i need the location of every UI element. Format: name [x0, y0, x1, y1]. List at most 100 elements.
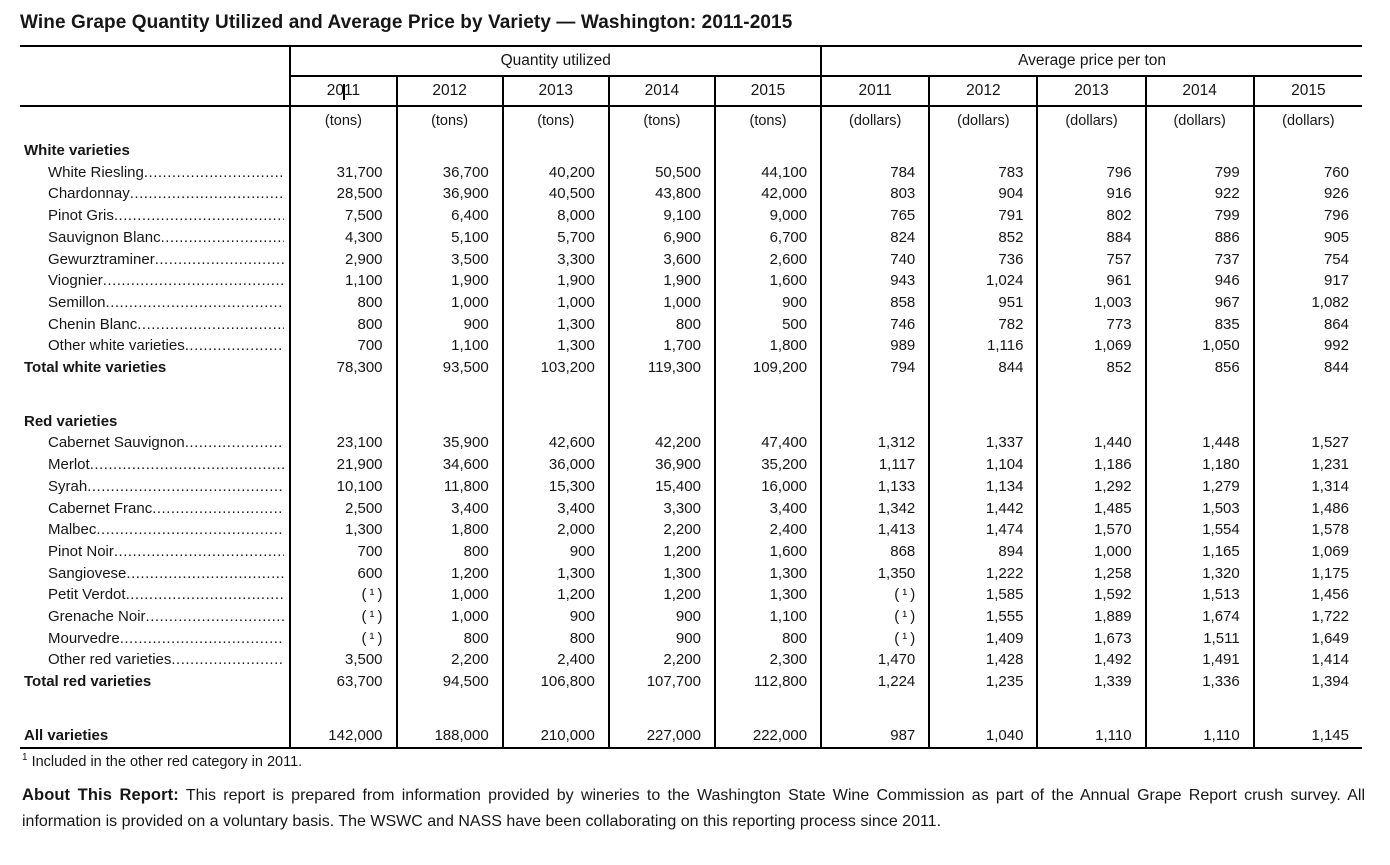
price-cell: 1,485 — [1036, 497, 1146, 520]
quantity-cell: 1,300 — [607, 562, 715, 585]
year-header-p2013: 2013 — [1036, 76, 1146, 107]
quantity-cell: 3,500 — [289, 649, 397, 672]
quantity-cell — [607, 410, 715, 433]
price-cell — [820, 692, 930, 725]
quantity-cell: 112,800 — [713, 671, 822, 693]
variety-row: Chardonnay..............................… — [20, 183, 1362, 206]
row-label: Pinot Noir..............................… — [20, 541, 290, 563]
quantity-cell: 4,300 — [289, 226, 397, 249]
quantity-cell: 1,900 — [395, 270, 503, 292]
quantity-cell: 900 — [607, 627, 715, 650]
quantity-cell: 40,200 — [501, 161, 609, 184]
price-cell: 1,413 — [820, 519, 930, 541]
quantity-cell: ( ¹ ) — [289, 627, 397, 650]
price-cell: 943 — [820, 270, 930, 292]
price-cell: 1,649 — [1252, 627, 1362, 650]
row-label: Viognier................................… — [20, 270, 290, 292]
price-cell: 946 — [1144, 270, 1254, 292]
quantity-cell: 600 — [289, 562, 397, 585]
quantity-cell — [607, 140, 715, 162]
price-cell: 1,674 — [1144, 606, 1254, 628]
leader-dots: ........................................… — [96, 521, 284, 539]
price-cell — [928, 140, 1038, 162]
unit-header-dollars: (dollars) — [1036, 106, 1146, 140]
quantity-cell: 800 — [501, 627, 609, 650]
leader-dots: ........................................… — [129, 185, 285, 203]
grand-row: All varieties 142,000 188,000 210,000 227,00… — [20, 724, 1362, 748]
leader-dots: ........................................… — [113, 542, 285, 560]
unit-header-tons: (tons) — [607, 106, 715, 140]
quantity-cell — [289, 692, 397, 725]
quantity-cell: 800 — [713, 627, 822, 650]
leader-dots: ........................................… — [184, 434, 285, 452]
price-cell: 1,394 — [1252, 671, 1362, 693]
year-header-q2012: 2012 — [395, 76, 503, 107]
price-cell: 1,722 — [1252, 606, 1362, 628]
leader-dots: ........................................… — [126, 564, 284, 582]
row-label: Semillon................................… — [20, 292, 290, 314]
quantity-cell: 35,900 — [395, 432, 503, 455]
price-cell — [1252, 410, 1362, 433]
variety-row: Gewurztraminer..........................… — [20, 248, 1362, 271]
unit-header-dollars: (dollars) — [1144, 106, 1254, 140]
price-cell: 835 — [1144, 313, 1254, 336]
variety-row: Malbec..................................… — [20, 519, 1362, 541]
unit-header-tons: (tons) — [289, 106, 397, 140]
price-cell: 782 — [928, 313, 1038, 336]
group-header-quantity: Quantity utilized — [289, 46, 822, 77]
price-cell: 1,442 — [928, 497, 1038, 520]
stub-header-cell — [20, 46, 290, 76]
quantity-cell: 1,200 — [501, 584, 609, 607]
quantity-cell: 93,500 — [395, 357, 503, 379]
price-cell: 1,448 — [1144, 432, 1254, 455]
price-cell: 917 — [1252, 270, 1362, 292]
row-label: Sauvignon Blanc.........................… — [20, 227, 290, 249]
quantity-cell: 1,200 — [395, 562, 503, 585]
quantity-cell: 500 — [713, 313, 822, 336]
price-cell: 794 — [820, 357, 930, 379]
variety-row: Other white varieties ..................… — [20, 335, 1362, 358]
price-cell: 926 — [1252, 183, 1362, 206]
quantity-cell: 1,100 — [289, 270, 397, 292]
price-cell: 737 — [1144, 248, 1254, 271]
quantity-cell: 1,200 — [607, 584, 715, 607]
group-header-price: Average price per ton — [820, 46, 1362, 77]
price-cell — [1144, 410, 1254, 433]
quantity-cell: 106,800 — [501, 671, 609, 693]
row-label: Mourvedre...............................… — [20, 628, 290, 650]
quantity-cell: 2,400 — [501, 649, 609, 672]
price-cell: 791 — [928, 205, 1038, 227]
variety-row: Chenin Blanc............................… — [20, 313, 1362, 336]
quantity-cell — [289, 140, 397, 162]
quantity-cell: 109,200 — [713, 357, 822, 379]
price-cell: 1,440 — [1036, 432, 1146, 455]
row-label: Other red varieties ....................… — [20, 649, 290, 671]
price-cell: 796 — [1252, 205, 1362, 227]
price-cell: 989 — [820, 335, 930, 358]
row-label: White varieties — [24, 142, 130, 159]
spacer-row — [20, 378, 1362, 411]
unit-header-dollars: (dollars) — [1252, 106, 1362, 140]
price-cell: 1,527 — [1252, 432, 1362, 455]
quantity-cell: 1,100 — [713, 606, 822, 628]
quantity-cell: 43,800 — [607, 183, 715, 206]
price-cell: 1,279 — [1144, 475, 1254, 498]
variety-row: Sangiovese..............................… — [20, 562, 1362, 585]
price-cell — [1144, 378, 1254, 411]
quantity-cell: 10,100 — [289, 475, 397, 498]
price-cell: 1,492 — [1036, 649, 1146, 672]
variety-row: Pinot Noir..............................… — [20, 540, 1362, 563]
page-title: Wine Grape Quantity Utilized and Average… — [20, 12, 793, 33]
price-cell: ( ¹ ) — [820, 584, 930, 607]
year-header-q2014: 2014 — [607, 76, 715, 107]
row-label: Chenin Blanc............................… — [20, 314, 290, 336]
price-cell: 951 — [928, 291, 1038, 314]
price-cell: 987 — [820, 724, 930, 748]
row-label: White Riesling..........................… — [20, 162, 290, 184]
price-cell — [928, 410, 1038, 433]
spacer-row — [20, 692, 1362, 725]
price-cell: 1,165 — [1144, 540, 1254, 563]
leader-dots: ........................................… — [102, 272, 285, 290]
price-cell: 904 — [928, 183, 1038, 206]
quantity-cell: 3,300 — [607, 497, 715, 520]
